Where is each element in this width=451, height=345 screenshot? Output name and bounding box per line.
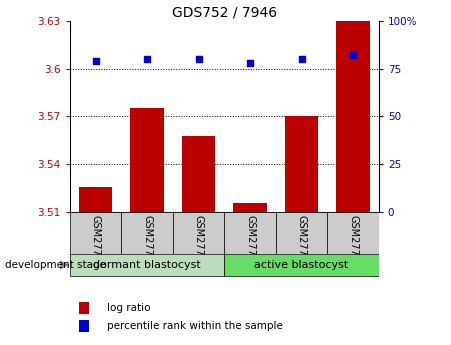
- Text: GSM27755: GSM27755: [193, 216, 204, 269]
- Bar: [70, 212, 121, 254]
- Title: GDS752 / 7946: GDS752 / 7946: [172, 6, 277, 20]
- Text: development stage: development stage: [5, 260, 106, 270]
- Bar: [225, 212, 276, 254]
- Point: [350, 52, 357, 58]
- Point: [247, 60, 254, 66]
- Bar: [327, 212, 379, 254]
- Text: dormant blastocyst: dormant blastocyst: [93, 260, 201, 270]
- Bar: [79, 320, 89, 332]
- Bar: [225, 254, 379, 276]
- Text: log ratio: log ratio: [107, 303, 151, 313]
- Polygon shape: [60, 260, 69, 270]
- Bar: [70, 254, 225, 276]
- Text: GSM27754: GSM27754: [142, 216, 152, 269]
- Bar: [233, 203, 267, 212]
- Bar: [285, 117, 318, 212]
- Bar: [79, 187, 112, 212]
- Text: active blastocyst: active blastocyst: [254, 260, 349, 270]
- Text: GSM27758: GSM27758: [348, 216, 358, 269]
- Bar: [182, 136, 216, 212]
- Bar: [121, 212, 173, 254]
- Bar: [130, 108, 164, 212]
- Bar: [79, 303, 89, 314]
- Bar: [276, 212, 327, 254]
- Point: [143, 56, 151, 62]
- Text: percentile rank within the sample: percentile rank within the sample: [107, 321, 283, 331]
- Point: [92, 58, 99, 64]
- Text: GSM27757: GSM27757: [297, 216, 307, 269]
- Text: GSM27756: GSM27756: [245, 216, 255, 269]
- Point: [298, 56, 305, 62]
- Bar: [336, 21, 370, 212]
- Text: GSM27753: GSM27753: [91, 216, 101, 269]
- Bar: [173, 212, 225, 254]
- Point: [195, 56, 202, 62]
